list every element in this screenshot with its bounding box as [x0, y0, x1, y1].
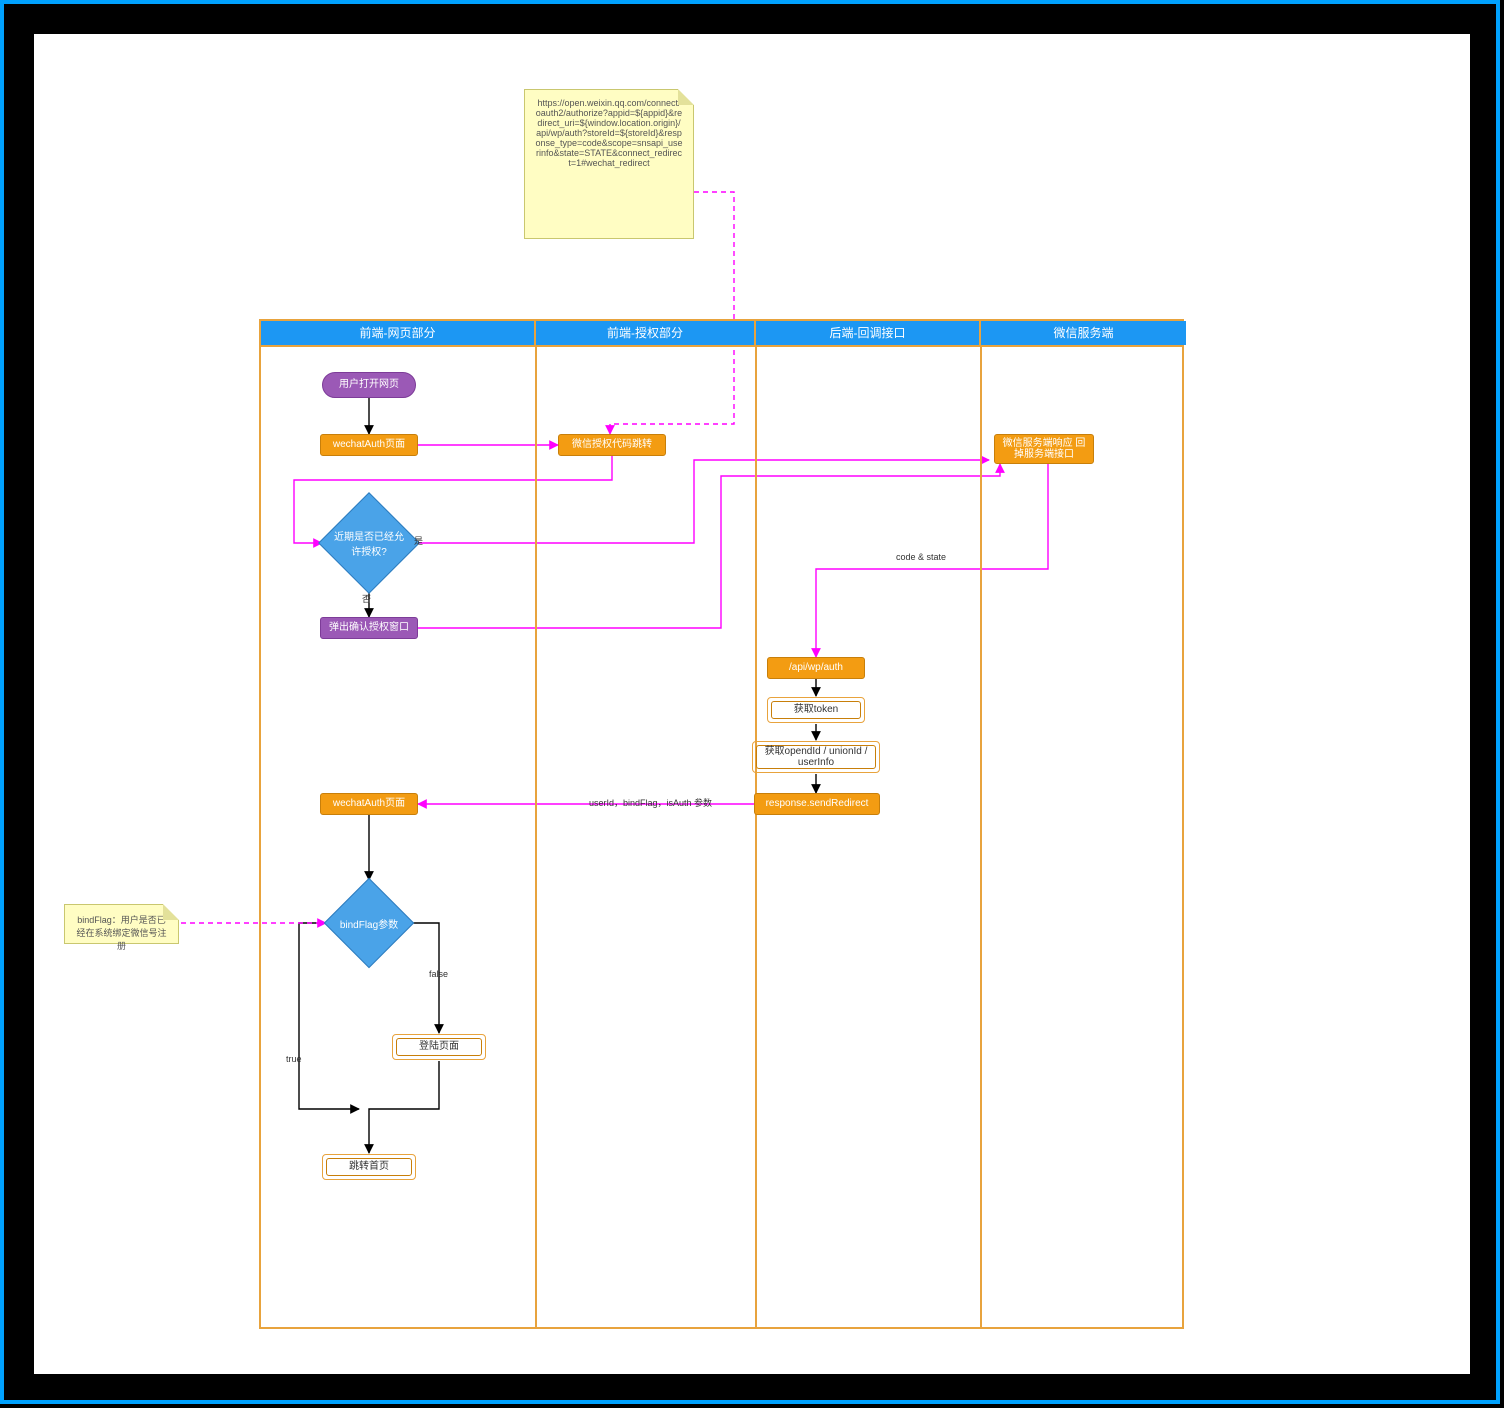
node-label: 弹出确认授权窗口 — [329, 622, 409, 634]
edge-label-no: 否 — [362, 592, 371, 605]
edge-label-false: false — [429, 969, 448, 979]
node-label: 跳转首页 — [349, 1161, 389, 1173]
note-bindflag: bindFlag：用户是否已经在系统绑定微信号注册 — [64, 904, 179, 944]
node-label: 近期是否已经允许授权? — [333, 507, 405, 579]
note-auth-url-text: https://open.weixin.qq.com/connect/oauth… — [535, 98, 682, 168]
lane-separator — [980, 345, 982, 1327]
edge-label-true: true — [286, 1054, 302, 1064]
node-user-opens-page: 用户打开网页 — [322, 372, 416, 398]
node-label: 获取opendId / unionId / userInfo — [763, 746, 869, 769]
node-wechat-redirect: 微信授权代码跳转 — [558, 434, 666, 456]
node-send-redirect: response.sendRedirect — [754, 793, 880, 815]
note-auth-url: https://open.weixin.qq.com/connect/oauth… — [524, 89, 694, 239]
lane-separator — [535, 345, 537, 1327]
note-fold-icon — [678, 89, 694, 105]
lane-header-separator — [261, 345, 1182, 347]
node-wechatauth-page-2: wechatAuth页面 — [320, 793, 418, 815]
node-label: 用户打开网页 — [339, 379, 399, 391]
note-bindflag-text: bindFlag：用户是否已经在系统绑定微信号注册 — [76, 915, 166, 951]
node-label: wechatAuth页面 — [333, 439, 405, 451]
lane-header: 前端-网页部分 — [261, 321, 536, 345]
node-confirm-auth-window: 弹出确认授权窗口 — [320, 617, 418, 639]
node-label: 获取token — [794, 704, 838, 716]
node-get-token: 获取token — [767, 697, 865, 723]
node-wechat-server-response: 微信服务端响应 回掉服务端接口 — [994, 434, 1094, 464]
node-label: 微信服务端响应 回掉服务端接口 — [1001, 438, 1087, 461]
edge-label-params: userId，bindFlag，isAuth 参数 — [589, 796, 712, 809]
node-label: bindFlag参数 — [337, 891, 401, 955]
node-label: /api/wp/auth — [789, 662, 843, 674]
note-fold-icon — [163, 904, 179, 920]
node-label: wechatAuth页面 — [333, 798, 405, 810]
outer-frame: 前端-网页部分前端-授权部分后端-回调接口微信服务端 https://open.… — [0, 0, 1500, 1404]
canvas: 前端-网页部分前端-授权部分后端-回调接口微信服务端 https://open.… — [34, 34, 1470, 1374]
lane-header: 后端-回调接口 — [756, 321, 981, 345]
node-label: response.sendRedirect — [766, 798, 869, 810]
lane-header: 微信服务端 — [981, 321, 1186, 345]
node-get-openid: 获取opendId / unionId / userInfo — [752, 741, 880, 773]
edge-label-codestate: code & state — [896, 552, 946, 562]
node-recent-auth-question: 近期是否已经允许授权? — [333, 507, 405, 579]
lane-separator — [755, 345, 757, 1327]
node-login-page: 登陆页面 — [392, 1034, 486, 1060]
node-bindflag-question: bindFlag参数 — [337, 891, 401, 955]
node-api-wp-auth: /api/wp/auth — [767, 657, 865, 679]
node-label: 微信授权代码跳转 — [572, 439, 652, 451]
node-go-home: 跳转首页 — [322, 1154, 416, 1180]
node-wechatauth-page-1: wechatAuth页面 — [320, 434, 418, 456]
node-label: 登陆页面 — [419, 1041, 459, 1053]
lane-header: 前端-授权部分 — [536, 321, 756, 345]
edge-label-yes: 是 — [414, 534, 423, 547]
